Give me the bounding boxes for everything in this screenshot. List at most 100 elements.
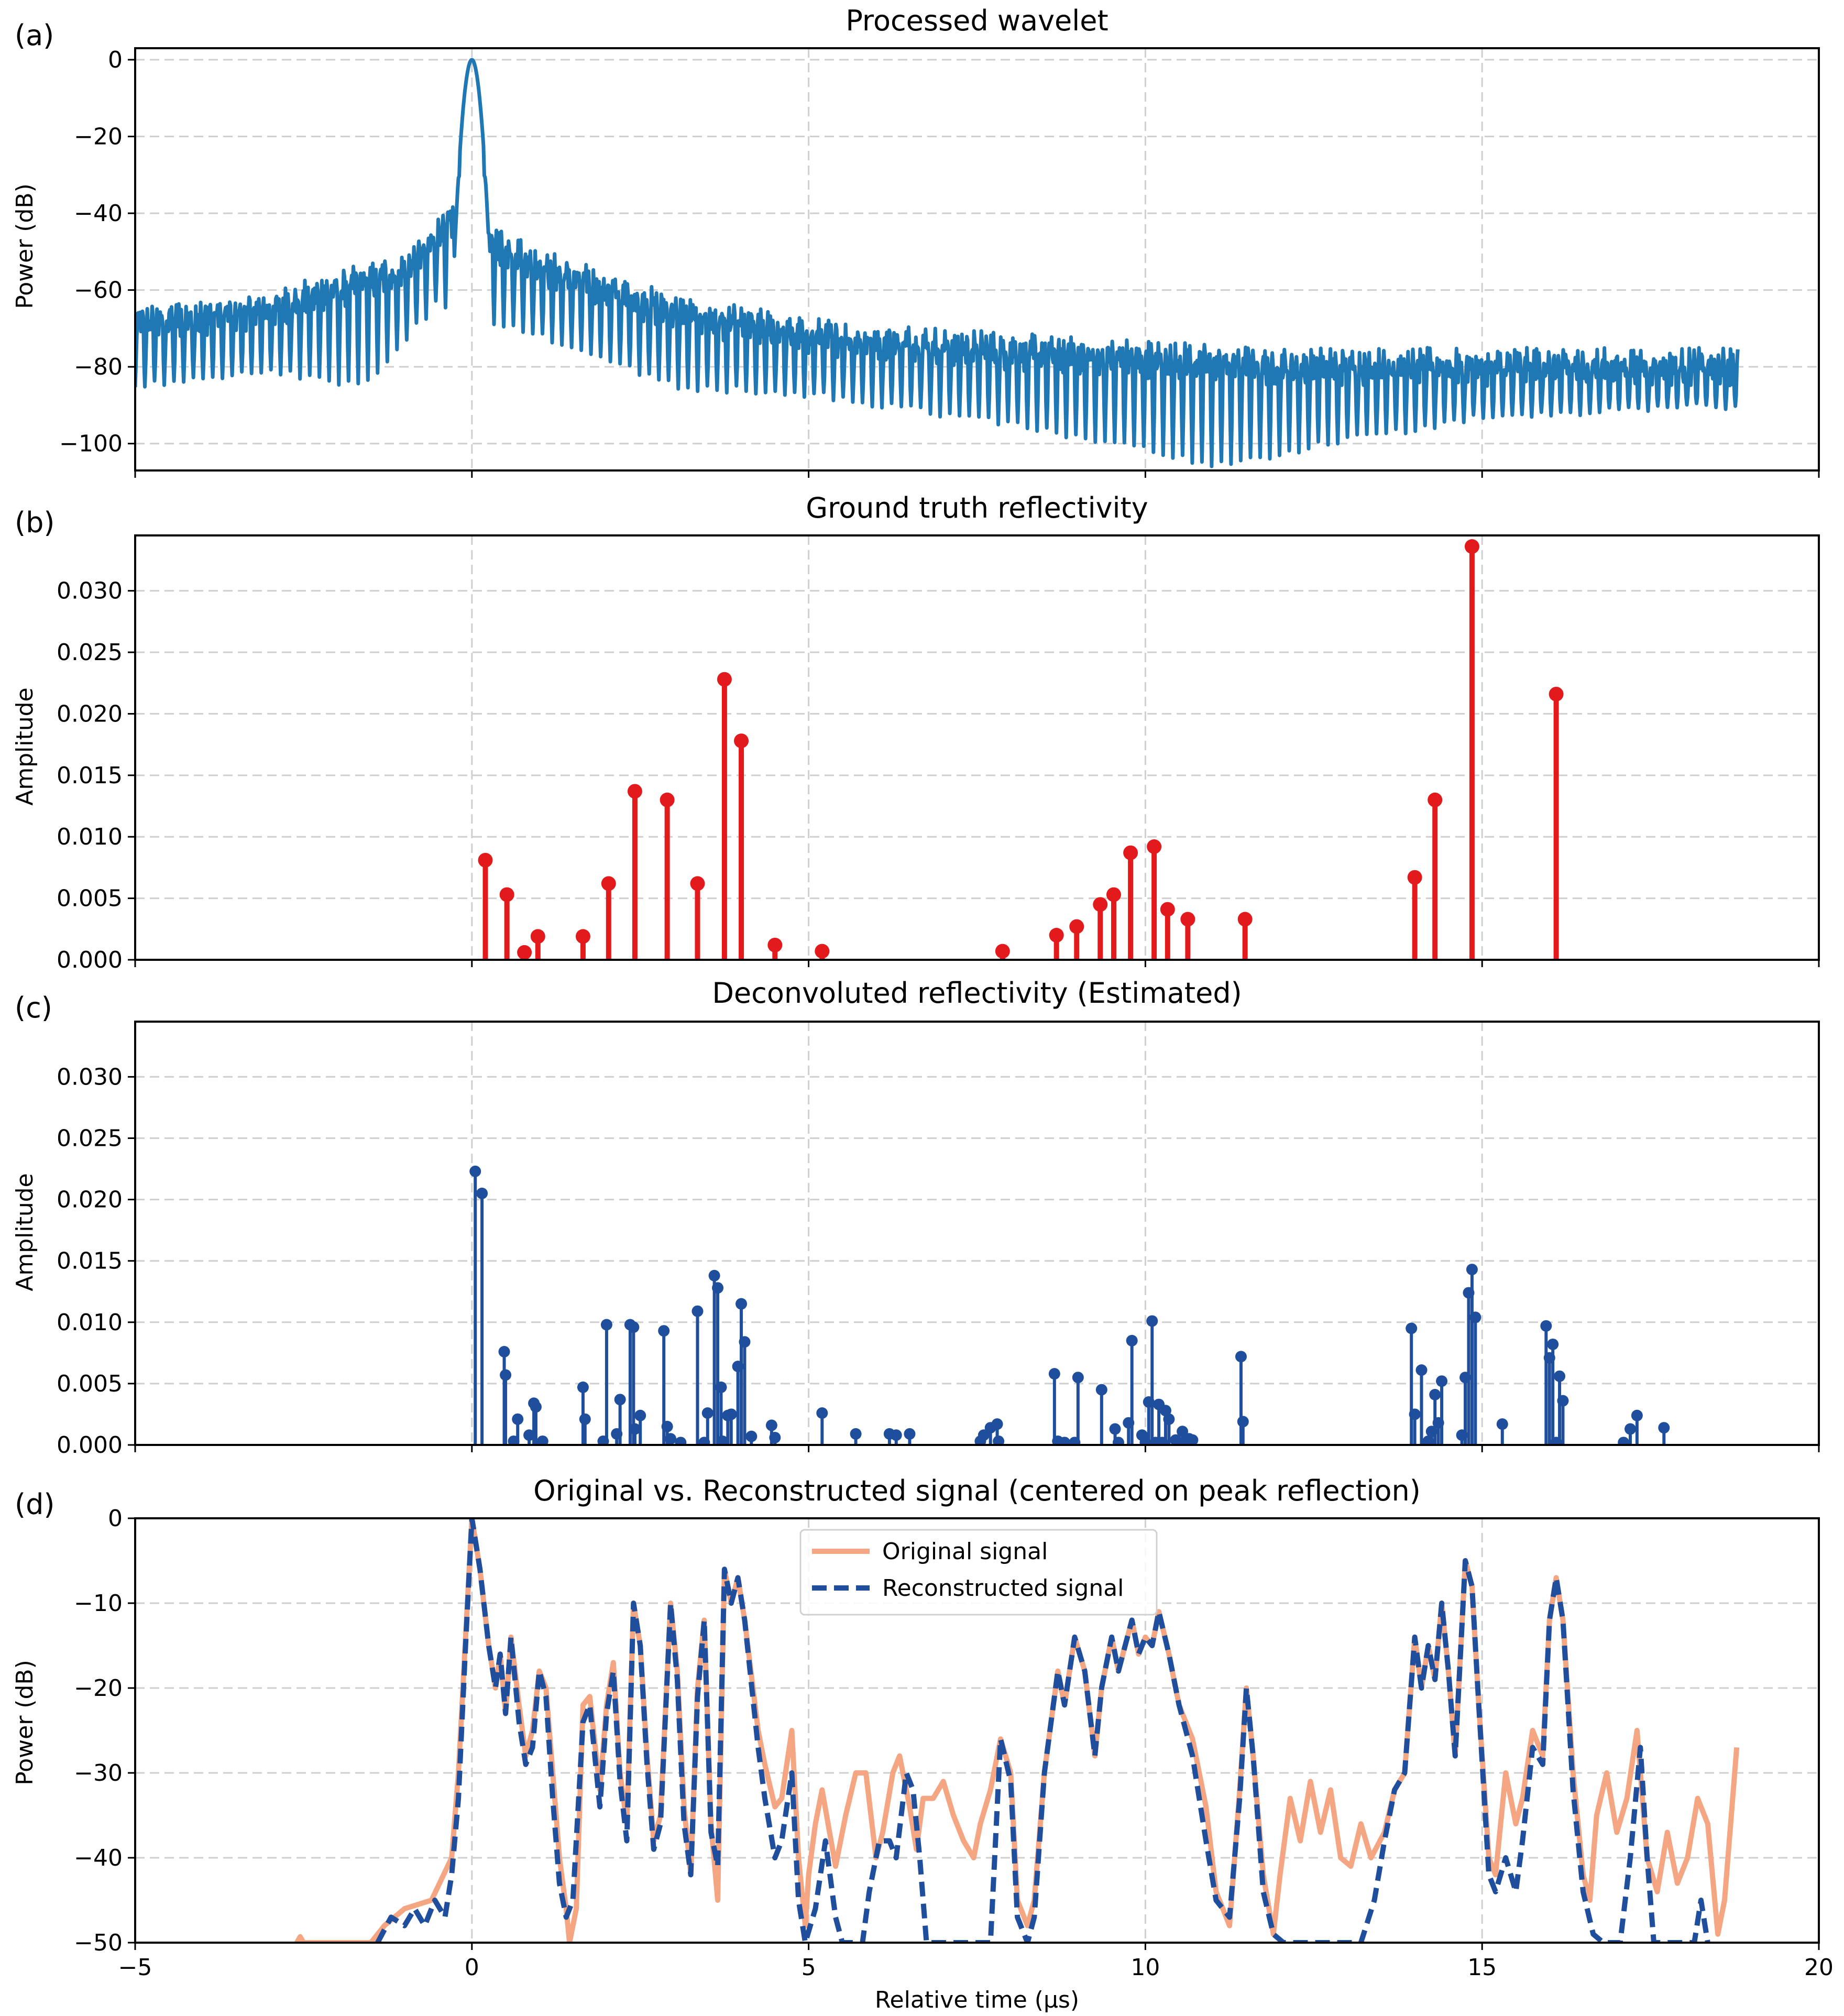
panel-a-wavelet-line [135,58,1740,468]
panel-b-stem-marker-9 [717,672,732,687]
panel-a-ytick-label-5: −100 [59,431,123,457]
panel-c-stem-marker-28 [712,1282,724,1294]
panel-d-ytick-label-0: 0 [108,1505,123,1532]
panel-a-ylabel: Power (dB) [12,183,38,309]
panel-c-grid [135,1022,1819,1445]
panel-c-stem-marker-0 [469,1165,481,1177]
panel-a-ytick-label-4: −80 [74,354,123,380]
panel-c-data [469,1165,1670,1445]
panel-b-stem-marker-7 [660,792,675,807]
panel-c-stem-marker-95 [1618,1437,1630,1445]
panel-c-stem-marker-69 [1177,1426,1189,1438]
panel-c-stem-marker-49 [1048,1368,1060,1380]
panel-c-ytick-label-4: 0.020 [57,1187,123,1213]
panel-a-ytick-label-3: −60 [74,277,123,304]
panel-d-original-vs-reconstructed: (d) Original vs. Reconstructed signal (c… [12,1474,1834,2013]
panel-c-stem-marker-98 [1658,1422,1670,1434]
panel-c-stem-marker-77 [1415,1364,1428,1376]
panel-c-stem-marker-72 [1187,1434,1199,1445]
panel-c-stem-marker-42 [890,1429,902,1441]
panel-c-stem-marker-80 [1429,1388,1441,1400]
panel-c-ytick-label-6: 0.030 [57,1064,123,1090]
panel-c-stem-marker-29 [715,1381,727,1393]
panel-b-stem-marker-8 [690,876,705,891]
panel-c-stem-marker-86 [1466,1264,1478,1276]
panel-c-stem-marker-24 [691,1305,704,1317]
panel-b-ytick-label-1: 0.005 [57,885,123,912]
panel-c-stem-marker-32 [725,1408,737,1420]
panel-c-stem-marker-10 [577,1381,589,1393]
panel-c-ytick-label-0: 0.000 [57,1432,123,1459]
panel-d-ytick-label-5: −50 [74,1930,123,1956]
legend-box [799,1529,1158,1616]
panel-c-stem-marker-53 [1072,1372,1084,1384]
panel-c-ytick-label-2: 0.010 [57,1309,123,1336]
panel-b-stem-marker-18 [1123,845,1138,860]
panel-d-ytick-label-2: −20 [74,1675,123,1702]
panel-c-stem-marker-26 [701,1407,714,1419]
panel-b-stem-marker-15 [1069,919,1084,934]
panel-a-title: Processed wavelet [846,4,1108,37]
panel-d-xticks: −5 0 5 10 15 20 [118,1943,1834,1981]
panel-b-stem-marker-1 [499,887,514,902]
panel-d-xtick-label-4: 15 [1467,1954,1497,1981]
panel-b-stem-marker-5 [601,876,616,891]
panel-a-yticks: 0 −20 −40 −60 −80 −100 [59,47,135,457]
panel-c-stem-marker-87 [1469,1311,1481,1323]
panel-d-ylabel: Power (dB) [12,1660,38,1785]
panel-c-stem-marker-36 [745,1430,758,1442]
panel-c-ytick-label-3: 0.015 [57,1248,123,1275]
panel-d-xlabel: Relative time (µs) [875,1987,1079,2013]
panel-b-grid [135,535,1819,960]
panel-c-stem-marker-40 [850,1428,862,1440]
panel-c-stem-marker-94 [1557,1395,1569,1407]
panel-c-ylabel: Amplitude [12,1173,38,1291]
panel-c-stem-marker-76 [1409,1408,1421,1420]
panel-c-stem-marker-58 [1126,1334,1138,1346]
panel-a-ytick-label-1: −20 [74,124,123,150]
panel-b-ytick-label-6: 0.030 [57,578,123,605]
panel-c-stem-marker-91 [1547,1338,1559,1350]
panel-b-yticks: 0.000 0.005 0.010 0.015 0.020 0.025 0.030 [57,578,135,973]
panel-b-stem-marker-4 [575,929,590,944]
panel-d-xtick-label-2: 5 [802,1954,816,1981]
panel-b-title: Ground truth reflectivity [806,491,1148,524]
panel-c-stem-marker-34 [736,1298,748,1310]
panel-b-stem-marker-24 [1428,792,1443,807]
panel-c-stem-marker-47 [991,1418,1003,1430]
panel-b-ytick-label-0: 0.000 [57,947,123,973]
panel-b-stem-marker-3 [530,929,545,944]
panel-c-stem-marker-56 [1112,1437,1124,1445]
panel-d-title: Original vs. Reconstructed signal (cente… [533,1474,1421,1507]
panel-b-stem-marker-16 [1093,897,1108,912]
panel-d-xtick-label-5: 20 [1804,1954,1834,1981]
panel-c-frame [134,1021,1820,1446]
panel-b-stem-marker-19 [1147,839,1162,854]
panel-c-stem-marker-43 [904,1428,916,1440]
panel-c-stem-marker-88 [1496,1418,1508,1430]
panel-a-ytick-label-2: −40 [74,200,123,227]
panel-d-ytick-label-4: −40 [74,1845,123,1871]
panel-a-letter: (a) [15,19,54,52]
panel-c-stem-marker-74 [1237,1416,1249,1428]
panel-d-letter: (d) [15,1488,54,1521]
panel-b-stem-marker-14 [1049,928,1064,943]
panel-d-xtick-label-3: 10 [1130,1954,1160,1981]
panel-c-stem-marker-19 [634,1409,646,1421]
panel-c-yticks: 0.000 0.005 0.010 0.015 0.020 0.025 0.030 [57,1064,135,1459]
panel-d-ytick-label-1: −10 [74,1590,123,1617]
panel-d-ytick-label-3: −30 [74,1760,123,1787]
panel-c-stem-marker-82 [1436,1375,1448,1387]
panel-b-ylabel: Amplitude [12,687,38,805]
panel-c-stem-marker-75 [1406,1322,1418,1334]
panel-c-stem-marker-20 [658,1325,670,1337]
panel-a-xticks [134,470,1820,478]
panel-c-stem-marker-62 [1146,1315,1158,1327]
panel-a-data [135,58,1740,468]
panel-c-stem-marker-2 [498,1346,510,1358]
panel-c-stem-marker-22 [665,1433,677,1445]
panel-b-stem-marker-21 [1180,912,1195,927]
panel-b-stem-marker-20 [1160,902,1175,917]
panel-d-frame [134,1517,1820,1944]
